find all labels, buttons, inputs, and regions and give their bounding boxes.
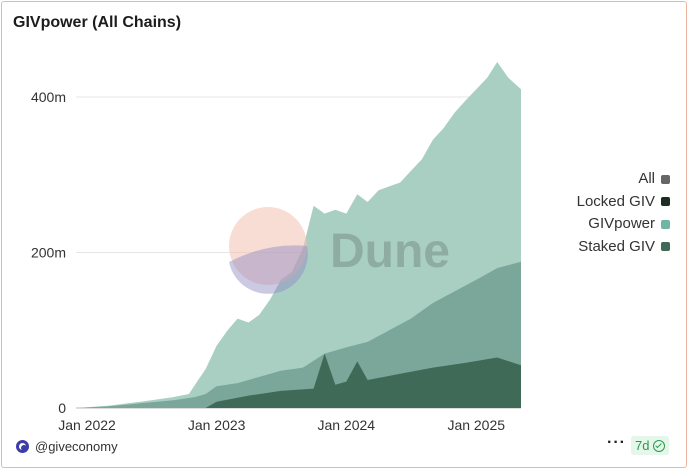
legend-item-locked-giv[interactable]: Locked GIV xyxy=(577,191,670,214)
x-tick-label: Jan 2022 xyxy=(58,417,116,433)
area-series xyxy=(76,62,521,408)
legend-label: GIVpower xyxy=(588,215,655,232)
y-tick-label: 400m xyxy=(31,89,66,105)
watermark-text: Dune xyxy=(330,225,450,278)
watermark-circle-lower xyxy=(229,245,308,294)
legend: All Locked GIV GIVpower Staked GIV xyxy=(577,168,670,258)
area-locked-giv xyxy=(76,353,521,408)
dune-watermark: Dune xyxy=(229,207,450,294)
watermark-circle xyxy=(229,207,307,285)
x-axis-labels: Jan 2022 Jan 2023 Jan 2024 Jan 2025 xyxy=(58,417,505,433)
x-tick-label: Jan 2023 xyxy=(188,417,246,433)
y-tick-label: 200m xyxy=(31,245,66,261)
area-staked-giv xyxy=(76,261,521,408)
author-link[interactable]: @giveconomy xyxy=(16,439,118,454)
legend-item-all[interactable]: All xyxy=(577,168,670,191)
y-tick-label: 0 xyxy=(58,400,66,416)
legend-item-staked-giv[interactable]: Staked GIV xyxy=(577,236,670,259)
chart-title: GIVpower (All Chains) xyxy=(13,14,182,31)
legend-swatch xyxy=(661,242,670,252)
legend-swatch xyxy=(661,197,670,207)
more-options-button[interactable]: ··· xyxy=(607,434,626,451)
y-axis-labels: 0 200m 400m xyxy=(31,89,66,416)
period-label: 7d xyxy=(635,438,650,453)
x-tick-label: Jan 2025 xyxy=(447,417,505,433)
avatar xyxy=(16,440,29,453)
legend-label: Locked GIV xyxy=(576,192,655,210)
author-name: @giveconomy xyxy=(35,439,118,454)
refresh-period-badge[interactable]: 7d xyxy=(631,436,670,455)
legend-swatch xyxy=(661,219,670,229)
legend-label: All xyxy=(638,170,655,187)
legend-label: Staked GIV xyxy=(578,237,655,255)
x-tick-label: Jan 2024 xyxy=(317,417,375,433)
legend-item-givpower[interactable]: GIVpower xyxy=(577,213,670,236)
check-circle-icon xyxy=(653,439,666,452)
legend-swatch xyxy=(661,174,670,184)
